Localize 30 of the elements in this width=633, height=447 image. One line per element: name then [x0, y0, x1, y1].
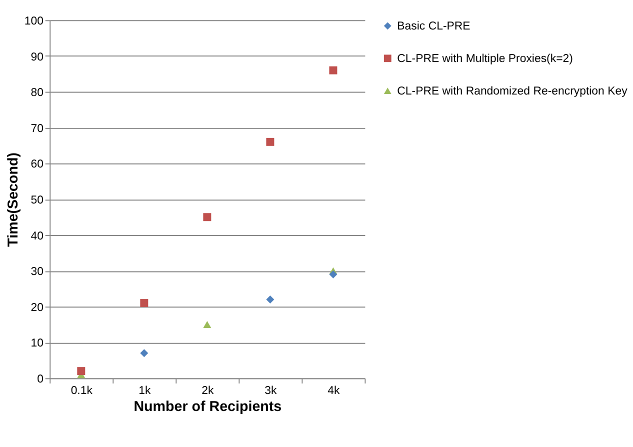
point — [203, 213, 212, 222]
legend-label: Basic CL-PRE — [397, 20, 471, 33]
y-tick-label: 90 — [30, 51, 44, 64]
legend-label: CL-PRE with Randomized Re-encryption Key — [397, 86, 628, 98]
point — [266, 138, 274, 146]
y-tick-label: 20 — [30, 302, 44, 314]
y-tick-label: 80 — [30, 87, 44, 100]
point — [140, 299, 148, 308]
x-tick-label: 0.1k — [70, 384, 93, 397]
x-axis-title: Number of Recipients — [134, 399, 282, 416]
x-tick-label: 4k — [328, 384, 340, 397]
y-tick-label: 10 — [30, 338, 44, 350]
y-tick-label: 100 — [24, 15, 44, 28]
y-tick-label: 70 — [30, 122, 44, 135]
y-tick-label: 60 — [30, 158, 44, 171]
y-tick-label: 40 — [30, 230, 44, 242]
legend-label: CL-PRE with Multiple Proxies(k=2) — [397, 53, 574, 66]
y-tick-label: 0 — [37, 374, 44, 386]
y-tick-label: 50 — [30, 194, 44, 206]
point — [329, 66, 338, 74]
point — [329, 270, 338, 278]
point — [140, 349, 148, 358]
y-tick-label: 30 — [30, 266, 44, 278]
y-axis-title: Time(Second) — [6, 152, 22, 247]
point — [266, 295, 274, 304]
x-tick-label: 2k — [202, 384, 214, 397]
x-tick-label: 3k — [264, 384, 277, 397]
point — [77, 367, 86, 376]
point — [203, 321, 212, 328]
x-tick-label: 1k — [138, 384, 151, 397]
